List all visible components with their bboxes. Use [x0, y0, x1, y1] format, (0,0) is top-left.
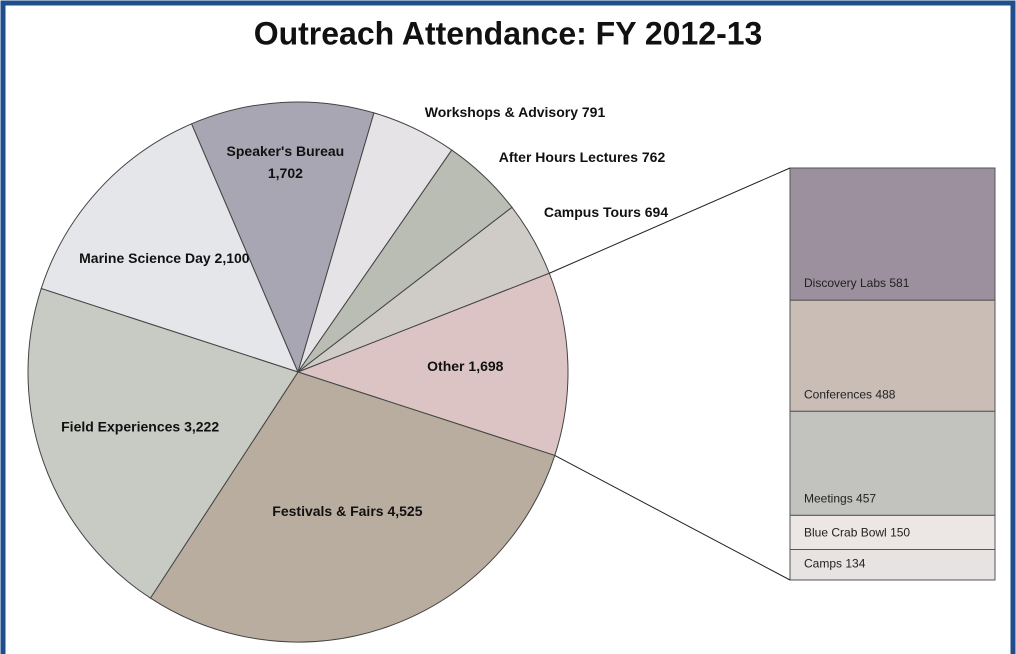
value-label: 1,702 — [268, 164, 303, 180]
breakdown-label: Blue Crab Bowl 150 — [804, 526, 910, 540]
breakdown-label: Meetings 457 — [804, 492, 876, 506]
value-label: 3,222 — [184, 418, 219, 434]
slice-label: Workshops & Advisory 791 — [425, 104, 606, 120]
category-label: Meetings — [804, 492, 853, 506]
category-label: Marine Science Day — [79, 250, 211, 266]
value-label: 150 — [890, 526, 910, 540]
value-label: 4,525 — [387, 503, 422, 519]
value-label: 694 — [645, 204, 669, 220]
value-label: 488 — [875, 388, 895, 402]
category-label: Speaker's Bureau — [227, 142, 345, 158]
category-label: Field Experiences — [61, 418, 180, 434]
slice-label: Marine Science Day 2,100 — [79, 250, 250, 266]
slice-label: Campus Tours 694 — [544, 204, 668, 220]
value-label: 2,100 — [215, 250, 250, 266]
category-label: Blue Crab Bowl — [804, 526, 887, 540]
category-label: Conferences — [804, 388, 872, 402]
value-label: 762 — [642, 149, 666, 165]
category-label: Workshops & Advisory — [425, 104, 578, 120]
category-label: Discovery Labs — [804, 276, 886, 290]
category-label: Other — [427, 358, 465, 374]
slice-label: After Hours Lectures 762 — [499, 149, 666, 165]
breakdown-label: Conferences 488 — [804, 388, 896, 402]
category-label: After Hours Lectures — [499, 149, 638, 165]
chart: Outreach Attendance: FY 2012-13 Marine S… — [0, 0, 1016, 654]
value-label: 457 — [856, 492, 876, 506]
value-label: 791 — [582, 104, 606, 120]
value-label: 134 — [845, 557, 865, 571]
breakdown-label: Discovery Labs 581 — [804, 276, 910, 290]
slice-label: Other 1,698 — [427, 358, 503, 374]
value-label: 581 — [889, 276, 909, 290]
breakdown-label: Camps 134 — [804, 557, 866, 571]
category-label: Campus Tours — [544, 204, 641, 220]
slice-label: Field Experiences 3,222 — [61, 418, 219, 434]
slice-label: Festivals & Fairs 4,525 — [272, 503, 422, 519]
chart-title: Outreach Attendance: FY 2012-13 — [254, 15, 763, 51]
value-label: 1,698 — [468, 358, 503, 374]
category-label: Festivals & Fairs — [272, 503, 383, 519]
category-label: Camps — [804, 557, 842, 571]
